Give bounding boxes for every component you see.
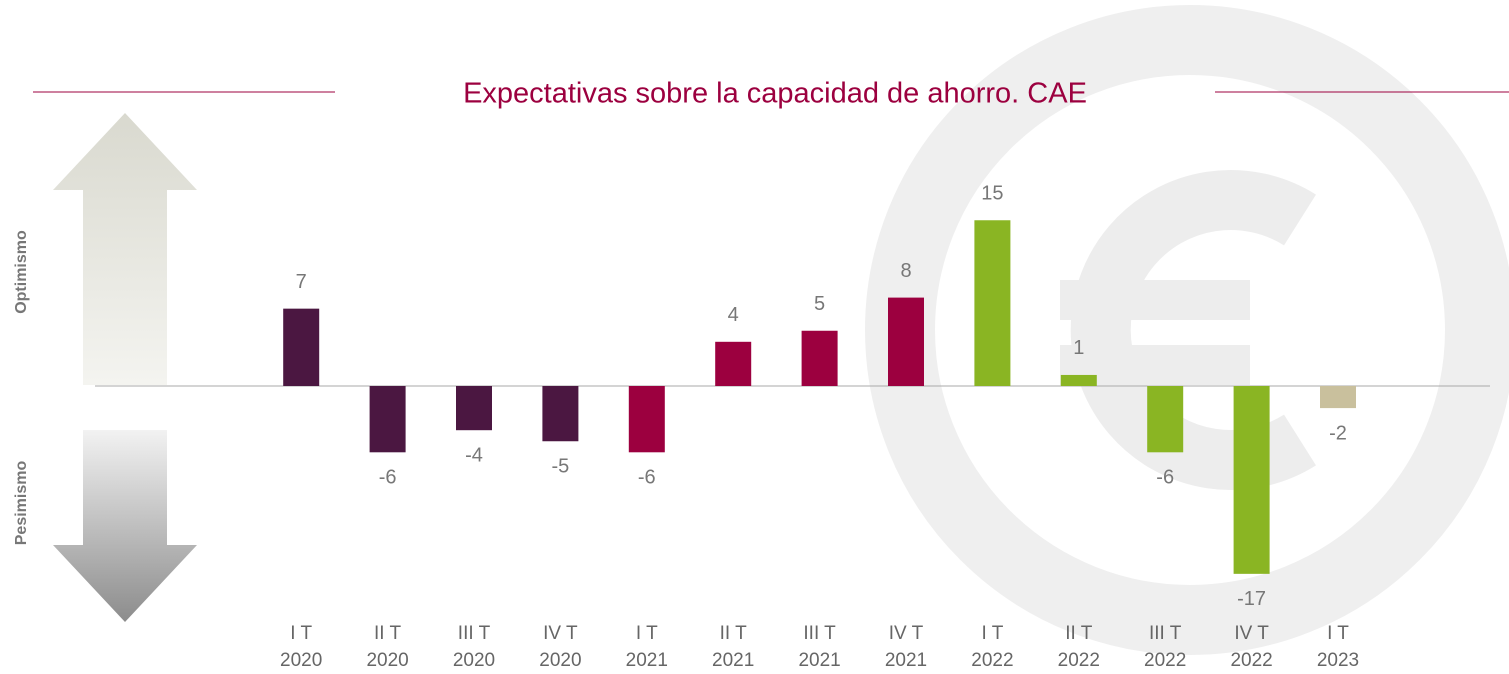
data-label: 4	[728, 304, 739, 326]
side-label: Optimismo	[13, 230, 30, 314]
bar	[542, 386, 579, 442]
data-label: -4	[465, 444, 483, 466]
x-tick-label: III T	[458, 623, 491, 644]
data-label: 1	[1073, 337, 1084, 359]
x-tick-label: 2021	[798, 650, 840, 671]
data-label: -2	[1329, 422, 1347, 444]
bar	[715, 341, 752, 386]
data-label: -17	[1237, 588, 1266, 610]
x-tick-label: IV T	[543, 623, 578, 644]
x-tick-label: III T	[803, 623, 836, 644]
x-tick-label: 2021	[626, 650, 668, 671]
x-tick-label: II T	[720, 623, 747, 644]
data-label: -6	[379, 467, 397, 489]
x-tick-label: IV T	[1234, 623, 1269, 644]
chart-title: Expectativas sobre la capacidad de ahorr…	[463, 78, 1087, 110]
x-tick-label: 2022	[1230, 650, 1272, 671]
x-tick-label: 2023	[1317, 650, 1359, 671]
x-tick-label: I T	[1327, 623, 1349, 644]
bar	[1147, 386, 1184, 453]
bar	[1233, 386, 1270, 574]
bar	[801, 330, 838, 386]
data-label: -6	[638, 467, 656, 489]
x-tick-label: 2020	[280, 650, 322, 671]
x-tick-label: II T	[1065, 623, 1092, 644]
bar	[1320, 386, 1356, 409]
x-tick-label: I T	[981, 623, 1003, 644]
side-label: Pesimismo	[13, 461, 30, 546]
x-tick-label: 2020	[539, 650, 581, 671]
data-label: 7	[296, 271, 307, 293]
bar	[628, 386, 665, 453]
x-tick-label: III T	[1149, 623, 1182, 644]
x-tick-label: 2021	[885, 650, 927, 671]
x-tick-label: 2022	[971, 650, 1013, 671]
bar	[456, 386, 492, 431]
bar	[888, 297, 924, 386]
data-label: -6	[1156, 467, 1174, 489]
bar	[1060, 374, 1097, 386]
data-label: 8	[900, 260, 911, 282]
x-tick-label: 2020	[453, 650, 495, 671]
x-tick-label: 2020	[366, 650, 408, 671]
x-tick-label: I T	[636, 623, 658, 644]
data-label: -5	[552, 456, 570, 478]
data-label: 15	[981, 183, 1003, 205]
x-tick-label: II T	[374, 623, 401, 644]
x-tick-label: IV T	[889, 623, 924, 644]
bar	[283, 308, 320, 386]
x-tick-label: 2022	[1058, 650, 1100, 671]
data-label: 5	[814, 293, 825, 315]
pessimism-arrow	[53, 430, 197, 622]
x-tick-label: 2022	[1144, 650, 1186, 671]
x-tick-label: I T	[290, 623, 312, 644]
optimism-arrow	[53, 113, 197, 385]
x-tick-label: 2021	[712, 650, 754, 671]
bar	[369, 386, 406, 453]
bar	[974, 220, 1011, 386]
